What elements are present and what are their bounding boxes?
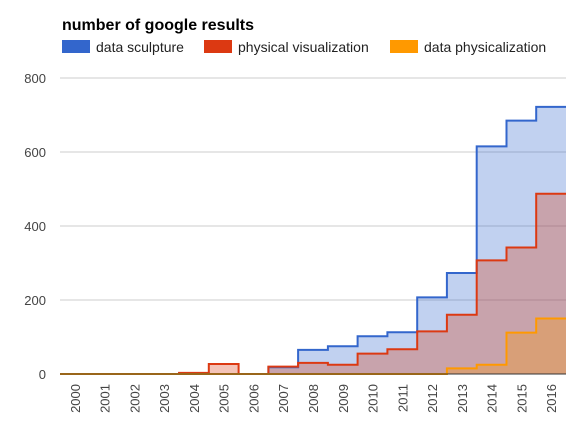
legend-swatch-data-sculpture [62,40,90,53]
y-tick-label-600: 600 [24,145,46,160]
x-tick-label-2006: 2006 [246,384,261,413]
x-tick-label-2011: 2011 [395,384,410,412]
area-data-sculpture [60,106,566,375]
x-tick-label-2015: 2015 [514,384,529,413]
x-tick-label-2000: 2000 [68,384,83,413]
x-axis-ticks: 2000 2001 2002 2003 2004 2005 2006 2007 2008 2009… [68,384,559,413]
x-tick-label-2010: 2010 [366,384,381,413]
legend-label-data-sculpture: data sculpture [96,39,184,55]
line-physical-visualization [60,192,566,375]
x-tick-label-2014: 2014 [485,384,500,413]
legend-swatch-physical-visualization [204,40,232,53]
x-tick-label-2007: 2007 [276,384,291,413]
x-tick-label-2001: 2001 [98,384,113,413]
legend: data sculpture physical visualization da… [62,39,546,55]
gridlines [60,77,566,301]
y-tick-label-400: 400 [24,219,46,234]
area-data-physicalization [60,318,566,374]
x-tick-label-2004: 2004 [187,384,202,413]
y-tick-label-200: 200 [24,293,46,308]
y-tick-label-800: 800 [24,71,46,86]
legend-label-physical-visualization: physical visualization [238,39,369,55]
legend-swatch-data-physicalization [390,40,418,53]
chart-title: number of google results [62,17,254,34]
area-physical-visualization [60,193,566,374]
x-tick-label-2013: 2013 [455,384,470,413]
x-tick-label-2003: 2003 [157,384,172,413]
x-tick-label-2005: 2005 [217,384,232,413]
y-tick-label-0: 0 [39,367,46,382]
x-tick-label-2016: 2016 [544,384,559,413]
x-tick-label-2012: 2012 [425,384,440,413]
x-tick-label-2009: 2009 [336,384,351,413]
y-axis-ticks: 0 200 400 600 800 [24,71,46,382]
x-tick-label-2008: 2008 [306,384,321,413]
legend-label-data-physicalization: data physicalization [424,39,546,55]
x-tick-label-2002: 2002 [127,384,142,413]
series-areas [60,106,566,375]
